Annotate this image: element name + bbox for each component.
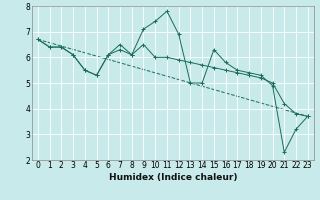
X-axis label: Humidex (Indice chaleur): Humidex (Indice chaleur) [108,173,237,182]
